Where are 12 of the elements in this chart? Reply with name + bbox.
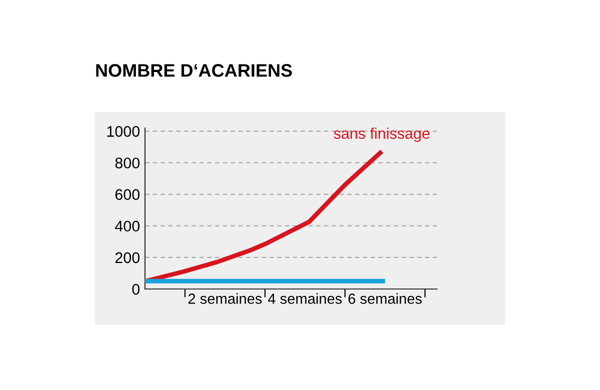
x-tick-label: 6 semaines <box>348 293 422 304</box>
y-tick-label: 0 <box>132 284 140 295</box>
y-tick-label: 200 <box>115 252 140 264</box>
y-tick-label: 600 <box>115 189 140 200</box>
series-label: sans finissage <box>334 128 430 142</box>
line-series <box>142 149 384 284</box>
y-tick-label: 800 <box>115 158 140 168</box>
y-tick-label: 1000 <box>107 126 140 137</box>
chart-title: NOMBRE D‘ACARIENS <box>96 64 292 77</box>
y-tick-label: 400 <box>115 220 140 232</box>
x-tick-label: 4 semaines <box>268 293 342 304</box>
x-tick-label: 2 semaines <box>188 293 262 304</box>
